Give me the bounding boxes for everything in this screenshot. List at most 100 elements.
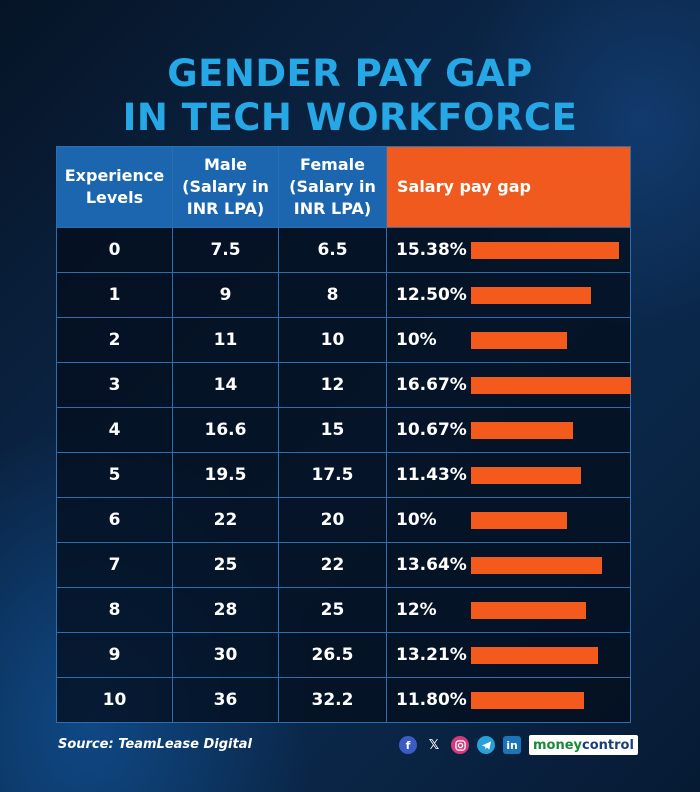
- female-salary-cell: 26.5: [278, 632, 387, 678]
- header-male-line-2: (Salary in: [182, 177, 269, 196]
- table-row: 1 9 8 12.50%: [56, 272, 631, 318]
- level-cell: 0: [56, 227, 173, 273]
- social-icons: f 𝕏 in money control: [399, 735, 638, 755]
- male-salary-cell: 9: [172, 272, 279, 318]
- header-female: Female (Salary in INR LPA): [278, 146, 387, 228]
- table-row: 7 25 22 13.64%: [56, 542, 631, 588]
- pay-gap-cell: 12.50%: [386, 272, 631, 318]
- male-salary-cell: 30: [172, 632, 279, 678]
- pay-gap-label: 16.67%: [396, 375, 467, 395]
- pay-gap-bar: [471, 377, 631, 394]
- logo-money: money: [533, 737, 583, 753]
- pay-gap-bar: [471, 512, 567, 529]
- title-line-1: GENDER PAY GAP: [167, 52, 533, 95]
- header-male-line-1: Male: [203, 155, 248, 174]
- header-male-line-3: INR LPA): [186, 199, 265, 218]
- pay-gap-bar: [471, 557, 602, 574]
- female-salary-cell: 15: [278, 407, 387, 453]
- table-row: 9 30 26.5 13.21%: [56, 632, 631, 678]
- male-salary-cell: 36: [172, 677, 279, 723]
- pay-gap-bar: [471, 287, 591, 304]
- female-salary-cell: 32.2: [278, 677, 387, 723]
- male-salary-cell: 14: [172, 362, 279, 408]
- pay-gap-bar: [471, 422, 573, 439]
- level-cell: 9: [56, 632, 173, 678]
- pay-gap-cell: 12%: [386, 587, 631, 633]
- level-cell: 2: [56, 317, 173, 363]
- level-cell: 4: [56, 407, 173, 453]
- table-row: 0 7.5 6.5 15.38%: [56, 227, 631, 273]
- pay-gap-label: 12%: [396, 600, 437, 620]
- instagram-icon[interactable]: [451, 736, 469, 754]
- pay-gap-label: 15.38%: [396, 240, 467, 260]
- linkedin-icon[interactable]: in: [503, 736, 521, 754]
- table-header-row: Experience Levels Male (Salary in INR LP…: [56, 146, 631, 228]
- pay-gap-cell: 15.38%: [386, 227, 631, 273]
- pay-gap-bar: [471, 332, 567, 349]
- pay-gap-cell: 16.67%: [386, 362, 631, 408]
- header-experience: Experience Levels: [56, 146, 173, 228]
- female-salary-cell: 10: [278, 317, 387, 363]
- table-body: 0 7.5 6.5 15.38% 1 9 8 12.50% 2 11 10 10% 3 14 12 16.67…: [56, 227, 631, 723]
- level-cell: 6: [56, 497, 173, 543]
- pay-gap-label: 10%: [396, 510, 437, 530]
- pay-gap-label: 10%: [396, 330, 437, 350]
- pay-gap-cell: 10.67%: [386, 407, 631, 453]
- header-experience-line-1: Experience: [64, 166, 165, 185]
- female-salary-cell: 17.5: [278, 452, 387, 498]
- pay-gap-label: 11.80%: [396, 690, 467, 710]
- female-salary-cell: 20: [278, 497, 387, 543]
- pay-gap-bar: [471, 242, 619, 259]
- telegram-icon[interactable]: [477, 736, 495, 754]
- table-row: 5 19.5 17.5 11.43%: [56, 452, 631, 498]
- pay-gap-label: 13.64%: [396, 555, 467, 575]
- pay-gap-cell: 13.64%: [386, 542, 631, 588]
- male-salary-cell: 22: [172, 497, 279, 543]
- pay-gap-cell: 11.43%: [386, 452, 631, 498]
- pay-gap-label: 13.21%: [396, 645, 467, 665]
- page-title: GENDER PAY GAP IN TECH WORKFORCE: [0, 52, 700, 140]
- pay-gap-cell: 11.80%: [386, 677, 631, 723]
- pay-gap-label: 10.67%: [396, 420, 467, 440]
- female-salary-cell: 8: [278, 272, 387, 318]
- table-row: 6 22 20 10%: [56, 497, 631, 543]
- source-note: Source: TeamLease Digital: [58, 737, 252, 752]
- level-cell: 3: [56, 362, 173, 408]
- pay-gap-table: Experience Levels Male (Salary in INR LP…: [56, 146, 631, 723]
- female-salary-cell: 22: [278, 542, 387, 588]
- pay-gap-label: 11.43%: [396, 465, 467, 485]
- female-salary-cell: 6.5: [278, 227, 387, 273]
- table-row: 8 28 25 12%: [56, 587, 631, 633]
- pay-gap-bar: [471, 647, 598, 664]
- pay-gap-cell: 10%: [386, 317, 631, 363]
- male-salary-cell: 28: [172, 587, 279, 633]
- female-salary-cell: 25: [278, 587, 387, 633]
- level-cell: 8: [56, 587, 173, 633]
- pay-gap-bar: [471, 467, 581, 484]
- pay-gap-bar: [471, 692, 584, 709]
- pay-gap-bar: [471, 602, 586, 619]
- table-row: 2 11 10 10%: [56, 317, 631, 363]
- x-icon[interactable]: 𝕏: [428, 737, 440, 753]
- facebook-icon[interactable]: f: [399, 736, 417, 754]
- male-salary-cell: 25: [172, 542, 279, 588]
- pay-gap-cell: 13.21%: [386, 632, 631, 678]
- level-cell: 10: [56, 677, 173, 723]
- table-row: 3 14 12 16.67%: [56, 362, 631, 408]
- level-cell: 7: [56, 542, 173, 588]
- header-male: Male (Salary in INR LPA): [172, 146, 279, 228]
- pay-gap-label: 12.50%: [396, 285, 467, 305]
- level-cell: 5: [56, 452, 173, 498]
- male-salary-cell: 16.6: [172, 407, 279, 453]
- male-salary-cell: 19.5: [172, 452, 279, 498]
- header-female-line-2: (Salary in: [289, 177, 376, 196]
- male-salary-cell: 7.5: [172, 227, 279, 273]
- pay-gap-cell: 10%: [386, 497, 631, 543]
- header-female-line-3: INR LPA): [293, 199, 372, 218]
- female-salary-cell: 12: [278, 362, 387, 408]
- male-salary-cell: 11: [172, 317, 279, 363]
- header-experience-line-2: Levels: [85, 188, 144, 207]
- table-row: 4 16.6 15 10.67%: [56, 407, 631, 453]
- table-row: 10 36 32.2 11.80%: [56, 677, 631, 723]
- level-cell: 1: [56, 272, 173, 318]
